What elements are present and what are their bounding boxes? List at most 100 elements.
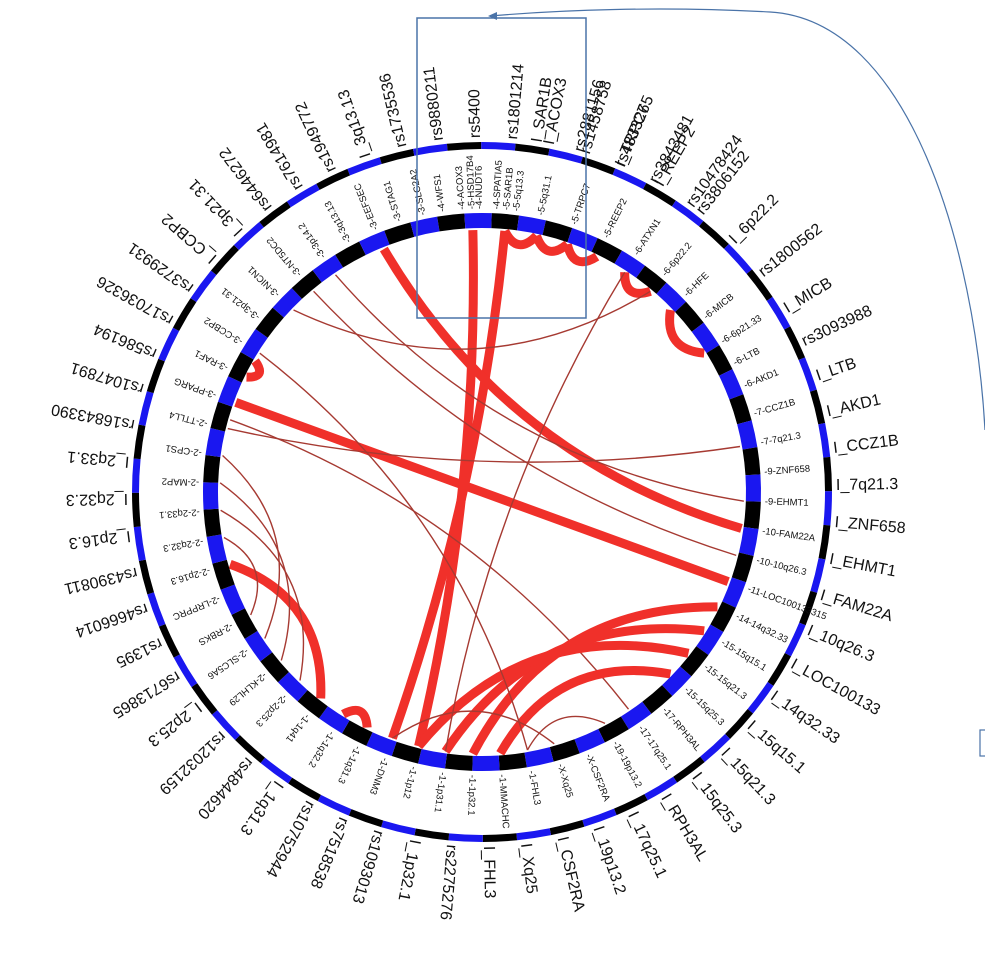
link-ribbon — [444, 271, 626, 752]
link-ribbon — [219, 482, 291, 661]
outer-ring-segment — [747, 681, 774, 714]
inner-ring-segment — [272, 287, 302, 318]
inner-ring-segment — [244, 630, 273, 662]
outer-segment-label: I_AKD1 — [825, 391, 883, 420]
inner-ring-segment — [205, 428, 226, 457]
link-ribbon — [259, 352, 529, 751]
inner-segment-label: -4-WFS1 — [432, 173, 448, 212]
link-ribbon — [293, 290, 651, 350]
outer-ring-segment — [259, 201, 291, 228]
inner-ring-segment — [524, 747, 554, 768]
inner-ring-segment — [297, 690, 328, 719]
inner-ring-segment — [472, 755, 500, 771]
inner-ideogram-ring — [203, 213, 761, 771]
link-ribbon — [496, 666, 672, 756]
inner-segment-label: -1-1q31.3 — [335, 744, 363, 785]
inner-ring-segment — [384, 222, 415, 245]
outer-ring-segment — [138, 559, 154, 595]
outer-segment-label: I_CCBP2 — [159, 210, 221, 267]
outer-ring-segment — [210, 245, 239, 275]
outer-ring-segment — [823, 456, 832, 492]
outer-ring-segment — [613, 794, 648, 816]
outer-segment-label: I_FAM22A — [818, 587, 895, 625]
inner-segment-label: -2-TTLL4 — [168, 409, 209, 429]
link-ribbon — [334, 274, 744, 502]
link-ribbon — [526, 715, 606, 751]
inner-segment-label: -6-AKD1 — [742, 367, 780, 391]
outer-ring-segment — [643, 182, 676, 207]
outer-segment-label: I_MICB — [781, 275, 835, 317]
inner-ring-segment — [542, 220, 573, 243]
link-ribbon — [620, 272, 652, 298]
outer-ring-segment — [699, 220, 729, 249]
inner-ring-segment — [722, 577, 746, 608]
outer-ring-segment — [132, 492, 141, 528]
inner-segment-label: -10-10q26.3 — [755, 555, 807, 578]
outer-ring-segment — [133, 526, 146, 562]
inner-ring-segment — [498, 752, 527, 771]
inner-segment-label: -3-NICN1 — [246, 264, 283, 300]
outer-ring-segment — [412, 143, 448, 156]
outer-ring-segment — [482, 833, 518, 842]
inner-segment-label: -1-1p12 — [400, 765, 419, 799]
inner-ring-segment — [675, 301, 704, 332]
inner-segment-label: -5-HSD17B4 — [465, 155, 478, 209]
inner-ring-segment — [642, 685, 673, 714]
inner-segment-label: -1-1p32.1 — [465, 775, 477, 816]
link-ribbon — [229, 419, 630, 710]
outer-ring-segment — [191, 683, 218, 715]
outer-ring-segment — [414, 828, 450, 841]
inner-ring-segment — [549, 739, 580, 762]
inner-ring-segment — [636, 265, 667, 294]
inner-ring-segment — [240, 328, 268, 360]
inner-ring-segment — [444, 753, 473, 771]
link-ribbon — [223, 536, 259, 616]
outer-segment-label: rs16843390 — [50, 400, 136, 433]
inner-segment-label: -2-MAP2 — [162, 475, 200, 487]
outer-ring-segment — [818, 524, 831, 560]
outer-segment-label: I_19p13.2 — [589, 824, 628, 897]
inner-segment-label: -4-SPATIA5 — [491, 160, 505, 210]
inner-segment-label: -4-ACOX3 — [454, 166, 468, 210]
inner-segment-label: -1-MMACHC — [496, 774, 511, 829]
highlight-arrow — [489, 8, 985, 431]
inner-segment-label: -15-15q21.3 — [702, 662, 749, 702]
inner-segment-label: -4-NUDT6 — [474, 166, 485, 209]
inner-segment-label: -17-17q25.1 — [636, 724, 674, 773]
outer-segment-label: I_1q31.3 — [236, 777, 286, 838]
inner-ring-segment — [731, 552, 754, 583]
outer-segment-label: rs5400 — [466, 89, 484, 138]
inner-segment-label: -3-EEFSEC — [352, 181, 381, 231]
highlight-box — [416, 17, 587, 319]
inner-ring-segment — [212, 559, 235, 590]
outer-segment-label: I_6p22.2 — [726, 191, 782, 247]
inner-ring-segment — [335, 241, 366, 268]
outer-ring-segment — [146, 358, 165, 394]
inner-segment-label: -X-CSF2RA — [583, 752, 612, 803]
inner-ring-segment — [574, 729, 605, 754]
outer-ring-segment — [448, 833, 483, 842]
link-ribbon — [500, 228, 540, 250]
link-ribbon — [246, 358, 265, 382]
inner-segment-label: -3-3p14.2 — [296, 221, 328, 261]
outer-ring-segment — [818, 422, 831, 458]
outer-segment-label: rs6713865 — [109, 667, 183, 721]
link-ribbon — [227, 427, 741, 463]
outer-segment-label: rs1800562 — [756, 221, 826, 281]
inner-ring-segment — [691, 322, 720, 354]
inner-segment-label: -2-KLHL29 — [226, 670, 268, 708]
inner-segment-label: -9-ZNF658 — [764, 464, 811, 478]
inner-ring-segment — [437, 213, 466, 232]
outer-ring-segment — [260, 757, 293, 784]
outer-segment-label: rs4833265 — [612, 93, 657, 169]
inner-ring-segment — [464, 213, 492, 229]
inner-ring-segment — [745, 474, 761, 502]
inner-ring-segment — [291, 270, 322, 299]
outer-ring-segment — [767, 653, 792, 686]
link-ribbon — [665, 309, 705, 358]
inner-segment-label: -3-NT5DC2 — [265, 234, 305, 278]
outer-ring-segment — [138, 391, 154, 426]
inner-ring-segment — [312, 254, 344, 283]
outer-ring-segment — [173, 654, 198, 688]
outer-segment-label: I_15q21.3 — [717, 745, 778, 809]
